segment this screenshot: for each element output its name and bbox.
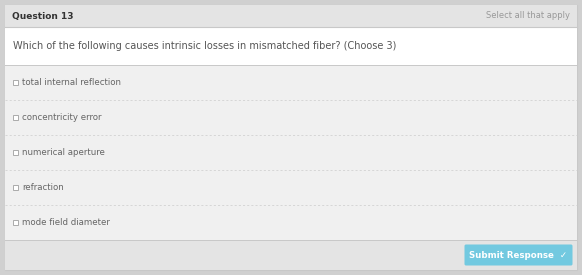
Bar bbox=[5, 135, 577, 170]
Text: Question 13: Question 13 bbox=[12, 12, 73, 21]
Bar bbox=[13, 80, 18, 85]
Bar bbox=[5, 5, 577, 27]
Bar bbox=[5, 65, 577, 100]
Text: Submit Response  ✓: Submit Response ✓ bbox=[470, 251, 567, 260]
Text: refraction: refraction bbox=[22, 183, 64, 192]
Bar bbox=[5, 240, 577, 270]
Text: Which of the following causes intrinsic losses in mismatched fiber? (Choose 3): Which of the following causes intrinsic … bbox=[13, 41, 396, 51]
Bar bbox=[5, 205, 577, 240]
Bar bbox=[5, 170, 577, 205]
Bar bbox=[13, 150, 18, 155]
Text: numerical aperture: numerical aperture bbox=[22, 148, 105, 157]
Text: Select all that apply: Select all that apply bbox=[486, 12, 570, 21]
Bar bbox=[5, 100, 577, 135]
Text: total internal reflection: total internal reflection bbox=[22, 78, 121, 87]
Text: concentricity error: concentricity error bbox=[22, 113, 101, 122]
Bar bbox=[13, 115, 18, 120]
Bar bbox=[13, 185, 18, 190]
Bar bbox=[5, 27, 577, 65]
FancyBboxPatch shape bbox=[464, 244, 573, 265]
Bar bbox=[13, 220, 18, 225]
Text: mode field diameter: mode field diameter bbox=[22, 218, 110, 227]
